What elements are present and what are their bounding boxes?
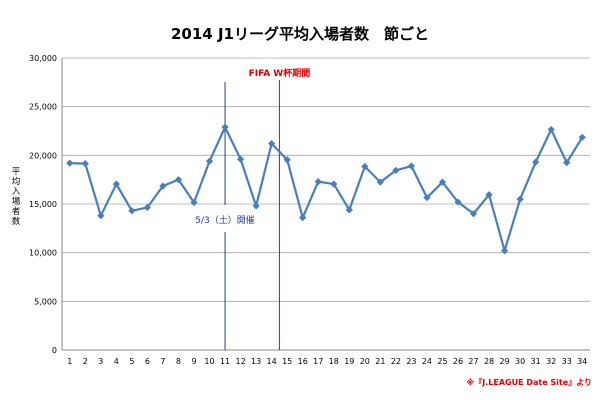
- data-point: [299, 214, 307, 222]
- data-point: [66, 159, 74, 167]
- data-point: [438, 178, 447, 186]
- y-tick-label: 20,000: [29, 151, 57, 160]
- data-point: [345, 206, 353, 214]
- y-axis-label-char: 平: [12, 167, 21, 177]
- y-axis-label: 平均入場者数: [12, 167, 21, 227]
- y-tick-labels: 0 5,000 10,000 15,000 20,000 25,000 30,000: [29, 54, 57, 355]
- x-tick-label: 1: [67, 357, 72, 366]
- data-point: [330, 180, 338, 188]
- y-tick-label: 10,000: [29, 249, 57, 258]
- x-tick-label: 6: [145, 357, 150, 366]
- data-point: [159, 182, 167, 190]
- x-tick-label: 2: [83, 357, 88, 366]
- data-point: [190, 198, 198, 207]
- x-tick-label: 28: [484, 357, 494, 366]
- x-tick-label: 9: [191, 357, 196, 366]
- x-tick-label: 23: [406, 357, 416, 366]
- data-point: [485, 191, 493, 199]
- data-point: [361, 162, 369, 171]
- x-tick-label: 5: [129, 357, 134, 366]
- data-point: [143, 203, 152, 212]
- data-point: [547, 125, 555, 134]
- x-tick-label: 30: [515, 357, 525, 366]
- data-point: [314, 178, 322, 186]
- x-tick-label: 10: [204, 357, 214, 366]
- data-point: [578, 133, 586, 141]
- x-tick-label: 27: [468, 357, 478, 366]
- x-tick-label: 21: [375, 357, 385, 366]
- data-point: [268, 140, 276, 148]
- chart-title: 2014 J1リーグ平均入場者数 節ごと: [171, 25, 429, 43]
- y-tick-label: 25,000: [29, 103, 57, 112]
- y-axis-label-char: 入: [12, 187, 21, 197]
- data-point: [97, 212, 105, 220]
- annotation-label-0503: 5/3（土）開催: [195, 214, 255, 226]
- x-tick-label: 22: [391, 357, 401, 366]
- y-tick-label: 30,000: [29, 54, 57, 63]
- data-point: [252, 202, 260, 210]
- y-axis-label-char: 場: [12, 196, 21, 207]
- y-axis-label-char: 数: [12, 216, 21, 227]
- x-tick-label: 33: [562, 357, 572, 366]
- annotation-label-fifa: FIFA W杯期間: [249, 67, 311, 79]
- x-tick-label: 17: [313, 357, 323, 366]
- data-point: [469, 210, 478, 218]
- x-tick-label: 3: [98, 357, 103, 366]
- data-point: [407, 162, 416, 170]
- x-tick-label: 11: [220, 357, 230, 366]
- x-tick-label: 20: [360, 357, 370, 366]
- data-point: [174, 176, 183, 184]
- data-point: [500, 247, 509, 255]
- data-point: [532, 158, 540, 166]
- annotations: FIFA W杯期間 5/3（土）開催: [195, 67, 310, 350]
- x-tick-label: 15: [282, 357, 292, 366]
- x-tick-label: 16: [298, 357, 308, 366]
- data-point: [221, 123, 229, 131]
- y-tick-label: 15,000: [29, 200, 57, 209]
- x-tick-label: 13: [251, 357, 261, 366]
- data-point: [454, 198, 462, 206]
- data-point: [563, 159, 571, 167]
- series-0: [66, 123, 586, 255]
- data-point: [392, 166, 400, 175]
- data-point: [205, 157, 214, 165]
- y-axis-label-char: 均: [12, 176, 21, 187]
- data-point: [236, 155, 245, 163]
- x-tick-label: 19: [344, 357, 354, 366]
- x-tick-label: 34: [577, 357, 587, 366]
- gridlines: [62, 57, 590, 302]
- x-tick-label: 18: [329, 357, 339, 366]
- x-tick-label: 8: [176, 357, 181, 366]
- x-tick-labels: 1 2 3 4 5 6 7 8 9 10 11 12 13 14 15 16 17 18 19 20 21 22 23 24 2…: [67, 357, 587, 366]
- data-point: [81, 160, 89, 168]
- data-point: [128, 207, 136, 215]
- y-tick-label: 0: [52, 346, 57, 355]
- x-tick-label: 24: [422, 357, 432, 366]
- x-tick-label: 7: [160, 357, 165, 366]
- x-tick-label: 25: [437, 357, 447, 366]
- x-tick-label: 12: [235, 357, 245, 366]
- x-tick-label: 4: [114, 357, 119, 366]
- source-note: ※『J.LEAGUE Date Site』より: [466, 377, 592, 387]
- y-tick-label: 5,000: [34, 297, 57, 306]
- x-tick-label: 31: [531, 357, 541, 366]
- y-axis-label-char: 者: [12, 207, 21, 217]
- series-line: [69, 126, 584, 252]
- data-point: [423, 194, 431, 202]
- x-tick-label: 32: [546, 357, 556, 366]
- data-point: [516, 195, 524, 203]
- x-tick-label: 14: [267, 357, 277, 366]
- x-tick-label: 29: [499, 357, 509, 366]
- data-point: [376, 178, 384, 186]
- data-point: [283, 156, 291, 164]
- x-tick-label: 26: [453, 357, 463, 366]
- data-point: [112, 180, 120, 188]
